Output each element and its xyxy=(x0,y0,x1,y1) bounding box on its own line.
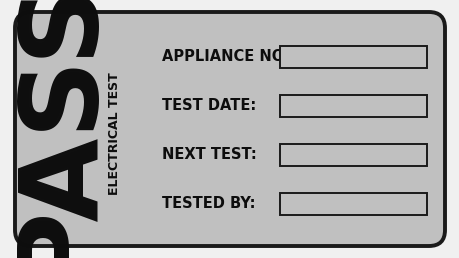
Bar xyxy=(280,45,426,68)
Bar xyxy=(280,94,426,117)
FancyBboxPatch shape xyxy=(15,12,444,246)
Text: TESTED BY:: TESTED BY: xyxy=(162,196,255,211)
Bar xyxy=(280,192,426,214)
Text: PASS: PASS xyxy=(5,0,111,258)
Bar xyxy=(280,143,426,165)
Text: NEXT TEST:: NEXT TEST: xyxy=(162,147,256,162)
Text: APPLIANCE NO:: APPLIANCE NO: xyxy=(162,49,290,64)
Text: TEST DATE:: TEST DATE: xyxy=(162,98,256,113)
Text: ELECTRICAL TEST: ELECTRICAL TEST xyxy=(108,72,121,195)
